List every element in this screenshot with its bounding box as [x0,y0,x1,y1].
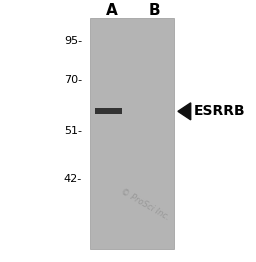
Text: 51-: 51- [64,126,82,136]
Bar [95,108,122,114]
Polygon shape [178,103,191,120]
Text: B: B [149,3,161,18]
Text: 95-: 95- [64,36,82,46]
Text: 42-: 42- [64,174,82,184]
Text: 70-: 70- [64,75,82,85]
Text: ESRRB: ESRRB [193,104,245,118]
Bar [90,18,174,249]
Text: © ProSci Inc.: © ProSci Inc. [119,187,170,222]
Text: A: A [105,3,117,18]
